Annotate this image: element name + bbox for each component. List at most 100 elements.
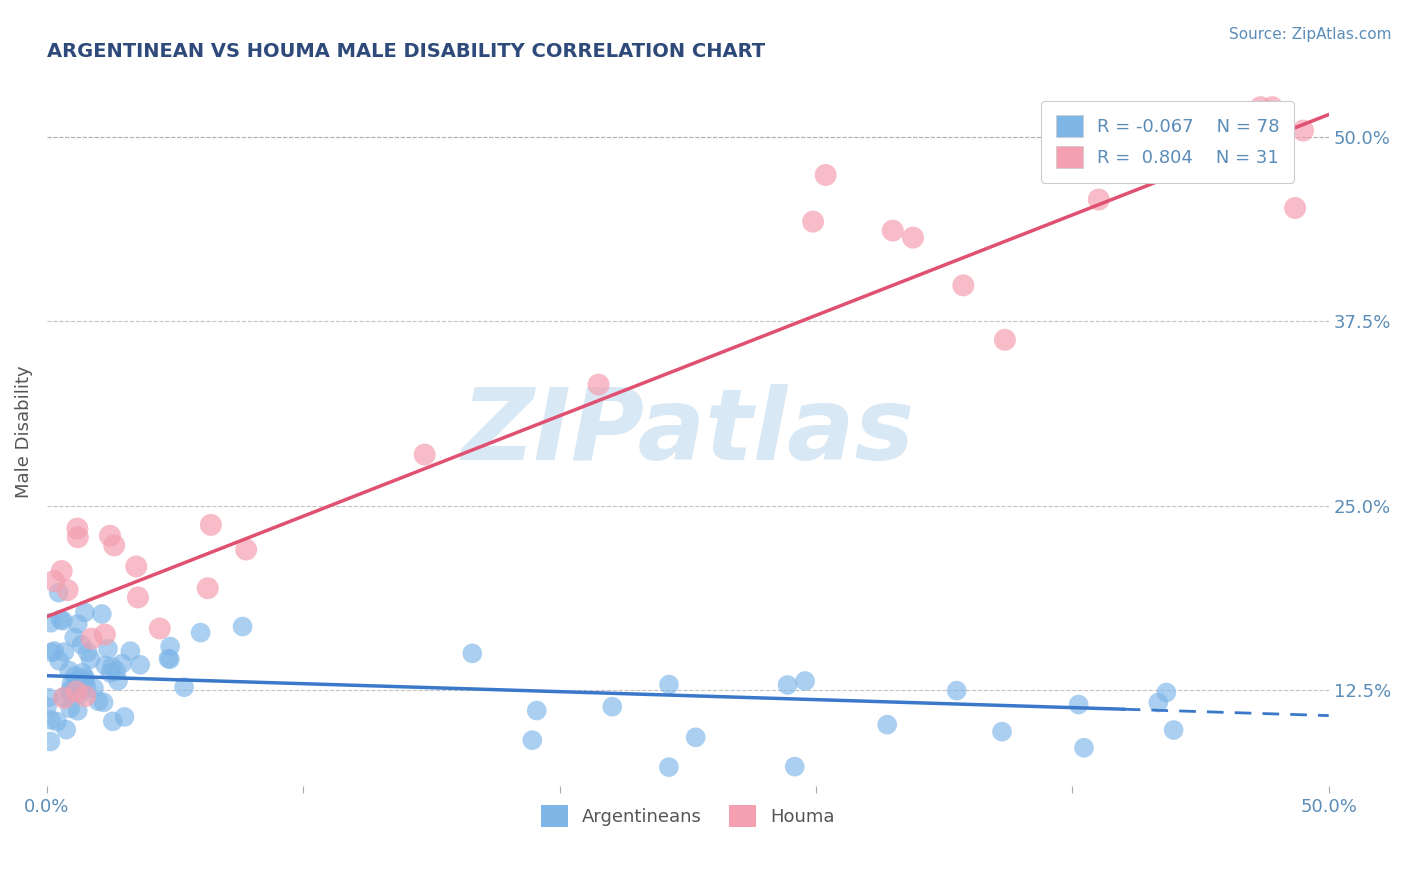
Point bbox=[994, 333, 1017, 347]
Point bbox=[53, 645, 76, 659]
Point bbox=[97, 641, 120, 656]
Legend: Argentineans, Houma: Argentineans, Houma bbox=[533, 797, 842, 834]
Point bbox=[101, 659, 124, 673]
Point bbox=[1163, 723, 1185, 737]
Point bbox=[522, 733, 544, 747]
Point bbox=[173, 680, 195, 694]
Point bbox=[103, 538, 125, 552]
Point bbox=[1261, 100, 1284, 114]
Point bbox=[794, 673, 817, 688]
Point bbox=[1250, 100, 1272, 114]
Point bbox=[49, 613, 72, 627]
Point bbox=[87, 694, 110, 708]
Point bbox=[1147, 696, 1170, 710]
Point bbox=[48, 585, 70, 599]
Point bbox=[66, 530, 89, 544]
Point bbox=[52, 690, 75, 705]
Point bbox=[94, 627, 117, 641]
Point bbox=[69, 687, 91, 701]
Point bbox=[105, 664, 128, 678]
Point bbox=[1087, 193, 1109, 207]
Point bbox=[882, 224, 904, 238]
Point bbox=[67, 672, 90, 686]
Point bbox=[48, 654, 70, 668]
Point bbox=[65, 684, 87, 698]
Point bbox=[76, 645, 98, 659]
Point bbox=[63, 631, 86, 645]
Point bbox=[526, 704, 548, 718]
Point bbox=[1156, 685, 1178, 699]
Point bbox=[159, 652, 181, 666]
Point bbox=[600, 699, 623, 714]
Point bbox=[73, 606, 96, 620]
Y-axis label: Male Disability: Male Disability bbox=[15, 366, 32, 499]
Point bbox=[46, 714, 69, 729]
Point bbox=[67, 681, 90, 695]
Point bbox=[79, 652, 101, 666]
Point bbox=[66, 704, 89, 718]
Point bbox=[63, 669, 86, 683]
Point bbox=[39, 615, 62, 630]
Point bbox=[94, 658, 117, 673]
Point bbox=[991, 724, 1014, 739]
Point bbox=[39, 734, 62, 748]
Point bbox=[197, 581, 219, 595]
Point bbox=[114, 710, 136, 724]
Point bbox=[83, 681, 105, 696]
Point bbox=[55, 723, 77, 737]
Point bbox=[66, 522, 89, 536]
Point bbox=[101, 714, 124, 729]
Point bbox=[783, 759, 806, 773]
Point bbox=[72, 665, 94, 680]
Point bbox=[945, 683, 967, 698]
Point bbox=[65, 685, 87, 699]
Point bbox=[190, 625, 212, 640]
Point bbox=[1292, 123, 1315, 137]
Point bbox=[73, 673, 96, 687]
Point bbox=[56, 583, 79, 598]
Point bbox=[58, 664, 80, 678]
Point bbox=[235, 542, 257, 557]
Point bbox=[776, 678, 799, 692]
Point bbox=[685, 731, 707, 745]
Point bbox=[52, 614, 75, 628]
Point bbox=[98, 665, 121, 680]
Point bbox=[658, 677, 681, 691]
Point bbox=[70, 638, 93, 652]
Point bbox=[901, 230, 924, 244]
Text: ARGENTINEAN VS HOUMA MALE DISABILITY CORRELATION CHART: ARGENTINEAN VS HOUMA MALE DISABILITY COR… bbox=[46, 42, 765, 61]
Point bbox=[1073, 740, 1095, 755]
Point bbox=[1284, 201, 1306, 215]
Point bbox=[35, 700, 58, 714]
Point bbox=[413, 448, 436, 462]
Point bbox=[801, 214, 824, 228]
Point bbox=[125, 559, 148, 574]
Point bbox=[72, 678, 94, 692]
Point bbox=[41, 645, 63, 659]
Point bbox=[65, 681, 87, 695]
Point bbox=[232, 619, 254, 633]
Point bbox=[120, 644, 142, 658]
Point bbox=[51, 564, 73, 578]
Point bbox=[149, 622, 172, 636]
Point bbox=[39, 713, 62, 727]
Text: Source: ZipAtlas.com: Source: ZipAtlas.com bbox=[1229, 27, 1392, 42]
Point bbox=[80, 632, 103, 646]
Point bbox=[159, 640, 181, 654]
Point bbox=[90, 607, 112, 621]
Point bbox=[93, 695, 115, 709]
Point bbox=[98, 529, 121, 543]
Point bbox=[63, 684, 86, 698]
Point bbox=[59, 686, 82, 700]
Point bbox=[814, 168, 837, 182]
Point bbox=[76, 681, 98, 695]
Point bbox=[73, 670, 96, 684]
Point bbox=[200, 517, 222, 532]
Point bbox=[44, 574, 66, 588]
Point bbox=[75, 689, 97, 703]
Point bbox=[1067, 698, 1090, 712]
Point bbox=[44, 644, 66, 658]
Point bbox=[37, 690, 59, 705]
Point bbox=[107, 673, 129, 688]
Point bbox=[60, 676, 83, 690]
